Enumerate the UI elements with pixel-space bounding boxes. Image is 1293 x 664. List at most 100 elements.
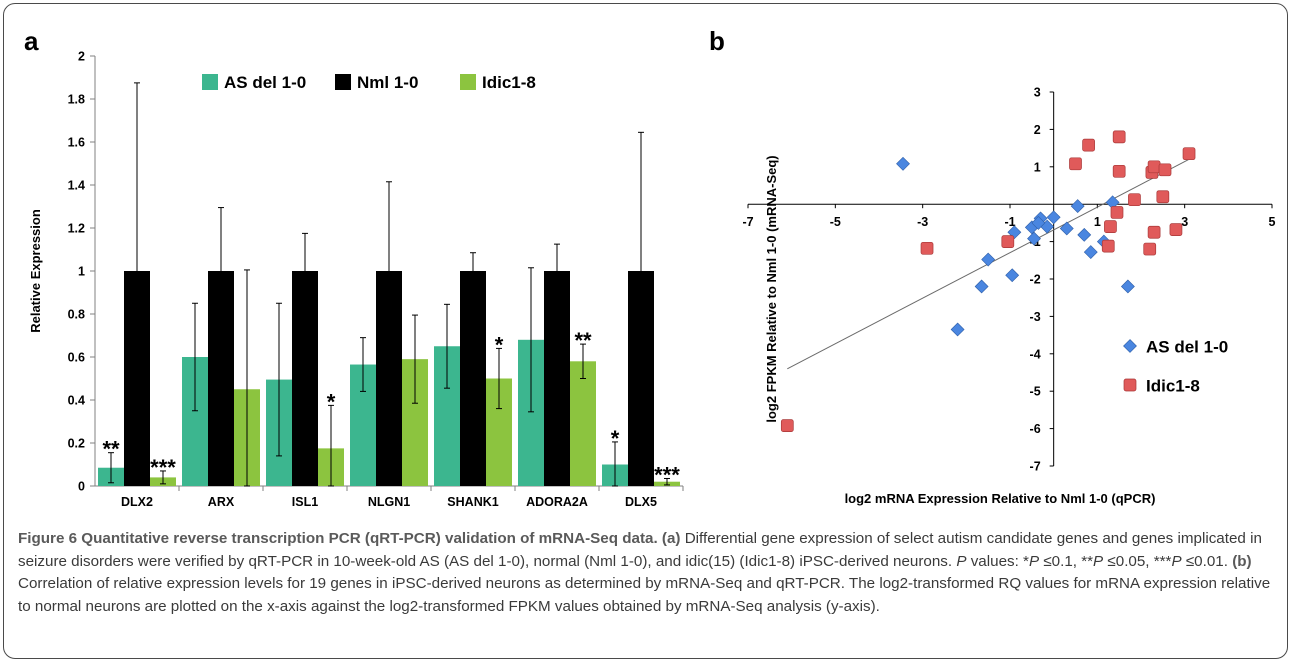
x-tick-label: -3	[917, 215, 928, 229]
x-tick-label: ISL1	[292, 495, 318, 509]
scatter-point-idic	[1101, 239, 1115, 253]
caption-p-values-1: values: *	[966, 552, 1029, 570]
y-tick-label: -5	[1030, 385, 1041, 399]
scatter-point-as-del	[950, 322, 965, 337]
caption-italic-p: P	[1028, 552, 1040, 570]
x-tick-label: 3	[1181, 215, 1188, 229]
y-tick-label: -6	[1030, 422, 1041, 436]
scatter-point-idic	[1128, 193, 1141, 207]
scatter-point-idic	[1069, 157, 1082, 171]
scatter-point-as-del	[1046, 210, 1061, 225]
x-tick-label: DLX5	[625, 495, 657, 509]
scatter-point-as-del	[1083, 245, 1098, 259]
scatter-point-as-del	[1070, 199, 1085, 213]
legend-swatch	[460, 74, 476, 90]
legend-swatch	[202, 74, 218, 90]
scatter-point-idic	[1143, 242, 1157, 256]
x-tick-label: DLX2	[121, 495, 153, 509]
x-tick-label: -5	[830, 215, 841, 229]
legend-label: AS del 1-0	[1146, 338, 1228, 357]
y-axis-title: log2 FPKM Relative to Nml 1-0 (mRNA-Seq)	[764, 155, 779, 422]
x-tick-label: SHANK1	[447, 495, 498, 509]
panel-letter-b: b	[709, 26, 725, 56]
y-tick-label: -7	[1030, 460, 1041, 474]
y-tick-label: 1	[1034, 160, 1041, 174]
scatter-point-idic	[1112, 130, 1126, 144]
scatter-point-idic	[1182, 147, 1196, 161]
caption-italic-p: P	[1171, 552, 1182, 570]
x-tick-label: NLGN1	[368, 495, 410, 509]
y-tick-label: -2	[1030, 273, 1041, 287]
scatter-point-idic	[920, 241, 934, 255]
scatter-point-idic	[780, 419, 794, 432]
significance-mark: **	[102, 437, 120, 462]
x-tick-label: -7	[742, 215, 753, 229]
y-tick-label: -4	[1030, 347, 1041, 361]
scatter-point-as-del	[981, 252, 996, 267]
significance-mark: *	[495, 332, 504, 357]
caption-part-b-label: (b)	[1232, 552, 1252, 570]
x-tick-label: -1	[1004, 215, 1015, 229]
caption-part-b-text: Correlation of relative expression level…	[18, 575, 1271, 615]
scatter-point-as-del	[974, 279, 989, 294]
y-tick-label: 0	[78, 480, 85, 494]
scatter-point-idic	[1001, 235, 1015, 248]
panel-letter-a: a	[24, 26, 39, 56]
y-tick-label: 1.6	[68, 136, 85, 150]
legend-label: Idic1-8	[482, 73, 536, 92]
scatter-point-as-del	[1005, 268, 1020, 283]
legend-label: Idic1-8	[1146, 377, 1200, 396]
caption-p-values-2: ≤0.1, **	[1039, 552, 1094, 570]
caption-p-values-4: ≤0.01.	[1181, 552, 1233, 570]
y-tick-label: 1.2	[68, 222, 85, 236]
caption-part-a-text: Differential gene expression of select a…	[18, 530, 1262, 570]
significance-mark: *	[611, 426, 620, 451]
x-tick-label: 1	[1094, 215, 1101, 229]
caption-p-values-3: ≤0.05, ***	[1103, 552, 1172, 570]
legend-label: Nml 1-0	[357, 73, 418, 92]
caption-part-a-label: (a)	[661, 530, 681, 547]
scatter-point-idic	[1147, 225, 1161, 239]
bar-chart: 0 0.2 0.4 0.6 0.8 1 1.2 1.4 1.6 1.8 2 Relative Expr…	[28, 50, 684, 509]
bar	[544, 271, 570, 486]
y-tick-label: 0.8	[68, 308, 85, 322]
legend-swatch	[335, 74, 351, 90]
scatter-point-as-del	[896, 156, 910, 171]
y-tick-label: 0.4	[68, 394, 85, 408]
y-axis-title: Relative Expression	[28, 209, 43, 333]
y-tick-label: 1.4	[68, 179, 85, 193]
legend-marker	[1123, 339, 1137, 353]
significance-mark: **	[574, 328, 592, 353]
scatter-point-as-del	[1031, 215, 1046, 230]
y-tick-label: 3	[1034, 86, 1041, 100]
scatter-point-as-del	[1077, 227, 1092, 242]
scatter-point-idic	[1147, 160, 1161, 174]
scatter-point-idic	[1112, 164, 1126, 178]
x-axis-title: log2 mRNA Expression Relative to Nml 1-0…	[845, 491, 1156, 506]
caption-title: Figure 6 Quantitative reverse transcript…	[18, 530, 658, 547]
scatter-point-idic	[1169, 223, 1183, 236]
y-tick-label: 0.6	[68, 351, 85, 365]
scatter-point-as-del	[1120, 279, 1135, 294]
bar	[460, 271, 486, 486]
y-tick-label: 1.8	[68, 93, 85, 107]
legend-marker	[1123, 378, 1137, 392]
scatter-point-idic	[1158, 163, 1172, 177]
y-tick-label: 2	[1034, 123, 1041, 137]
scatter-point-as-del	[1059, 221, 1074, 236]
y-tick-label: 2	[78, 50, 85, 64]
scatter-point-idic	[1110, 206, 1124, 219]
y-tick-label: -3	[1030, 310, 1041, 324]
legend-label: AS del 1-0	[224, 73, 306, 92]
y-tick-label: 1	[78, 265, 85, 279]
caption-italic-p: P	[956, 552, 967, 570]
scatter-point-idic	[1156, 190, 1170, 204]
scatter-point-idic	[1082, 138, 1095, 152]
significance-mark: ***	[654, 462, 680, 487]
x-tick-label: ARX	[208, 495, 235, 509]
figure-caption: Figure 6 Quantitative reverse transcript…	[18, 528, 1283, 618]
caption-italic-p: P	[1093, 552, 1104, 570]
bar	[570, 361, 596, 486]
x-tick-label: 5	[1269, 215, 1276, 229]
